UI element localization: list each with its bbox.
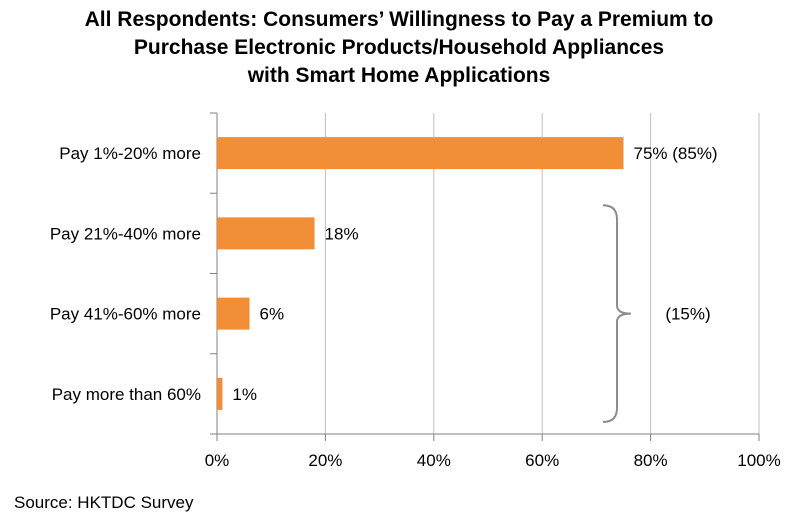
- x-tick-label: 100%: [737, 451, 780, 470]
- data-label: 6%: [260, 305, 285, 324]
- chart-title: All Respondents: Consumers’ Willingness …: [0, 6, 798, 90]
- bracket-annotation: [602, 204, 632, 423]
- bar: [217, 377, 223, 410]
- x-tick-label: 80%: [634, 451, 668, 470]
- x-tick-label: 60%: [525, 451, 559, 470]
- x-tick-label: 40%: [417, 451, 451, 470]
- x-tick-label: 20%: [308, 451, 342, 470]
- bar: [217, 137, 624, 170]
- bracket-label: (15%): [665, 305, 710, 324]
- bar: [217, 297, 250, 330]
- chart-title-line-1: All Respondents: Consumers’ Willingness …: [84, 8, 714, 31]
- chart-title-line-2: Purchase Electronic Products/Household A…: [133, 36, 665, 59]
- source-note: Source: HKTDC Survey: [14, 493, 194, 512]
- chart-title-line-3: with Smart Home Applications: [247, 64, 551, 87]
- x-tick-label: 0%: [205, 451, 230, 470]
- category-label: Pay 41%-60% more: [50, 305, 201, 324]
- category-label: Pay more than 60%: [52, 385, 201, 404]
- category-label: Pay 1%-20% more: [59, 144, 201, 163]
- data-label: 75% (85%): [634, 144, 718, 163]
- category-label: Pay 21%-40% more: [50, 224, 201, 243]
- data-label: 1%: [232, 385, 257, 404]
- bar: [217, 217, 315, 250]
- data-label: 18%: [325, 224, 359, 243]
